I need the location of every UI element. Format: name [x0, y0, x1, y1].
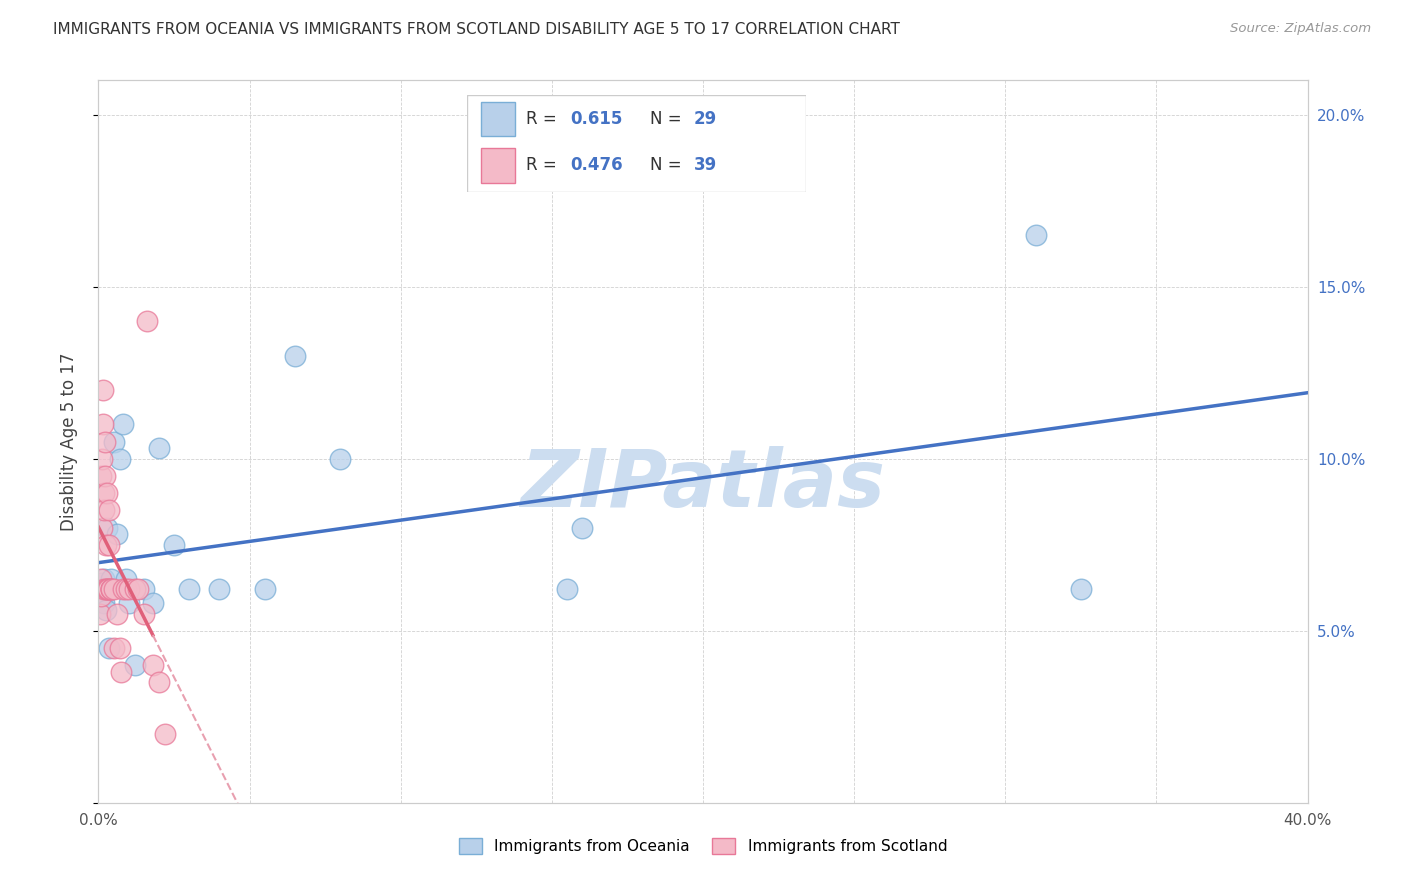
Point [96, 520, 118, 534]
Point [135, 314, 157, 328]
Point [98, 640, 121, 655]
Point [97, 582, 120, 597]
Text: ZIPatlas: ZIPatlas [520, 446, 886, 524]
Point [1024, 228, 1046, 243]
Text: Source: ZipAtlas.com: Source: ZipAtlas.com [1230, 22, 1371, 36]
Point [105, 607, 128, 621]
Point [108, 640, 131, 655]
Point [148, 442, 170, 456]
Point [93, 582, 115, 597]
Point [103, 640, 125, 655]
Point [114, 582, 136, 597]
Point [93, 503, 115, 517]
Point [97, 582, 120, 597]
Point [111, 582, 134, 597]
Point [108, 451, 131, 466]
Point [100, 572, 122, 586]
Point [93, 596, 115, 610]
Point [555, 582, 578, 597]
Point [94, 434, 117, 449]
Point [100, 582, 122, 597]
Point [94, 469, 117, 483]
Point [93, 486, 115, 500]
Point [142, 658, 165, 673]
Point [124, 582, 146, 597]
Point [571, 520, 593, 534]
Point [153, 727, 176, 741]
Point [94, 582, 117, 597]
Point [329, 451, 352, 466]
Point [91, 451, 114, 466]
Point [284, 349, 307, 363]
Point [90, 590, 112, 604]
Point [142, 596, 165, 610]
Point [105, 527, 128, 541]
Point [118, 582, 141, 597]
Point [93, 572, 115, 586]
Point [91, 590, 114, 604]
Point [100, 582, 122, 597]
Point [91, 383, 114, 397]
Point [114, 572, 136, 586]
Point [132, 607, 155, 621]
Point [208, 582, 231, 597]
Point [118, 596, 141, 610]
Point [1070, 582, 1092, 597]
Point [94, 538, 117, 552]
Point [90, 469, 112, 483]
Point [132, 582, 155, 597]
Point [90, 575, 112, 590]
Point [103, 434, 125, 449]
Point [94, 603, 117, 617]
Point [103, 582, 125, 597]
Point [91, 417, 114, 432]
Point [91, 582, 114, 597]
Point [96, 582, 118, 597]
Point [124, 658, 146, 673]
Point [96, 486, 118, 500]
Point [91, 520, 114, 534]
Y-axis label: Disability Age 5 to 17: Disability Age 5 to 17 [59, 352, 77, 531]
Point [127, 582, 149, 597]
Point [111, 417, 134, 432]
Point [253, 582, 276, 597]
Point [90, 572, 112, 586]
Point [98, 503, 121, 517]
Point [110, 665, 132, 679]
Point [148, 675, 170, 690]
Legend: Immigrants from Oceania, Immigrants from Scotland: Immigrants from Oceania, Immigrants from… [453, 832, 953, 860]
Point [100, 582, 122, 597]
Point [179, 582, 201, 597]
Point [89, 607, 111, 621]
Point [163, 538, 186, 552]
Text: IMMIGRANTS FROM OCEANIA VS IMMIGRANTS FROM SCOTLAND DISABILITY AGE 5 TO 17 CORRE: IMMIGRANTS FROM OCEANIA VS IMMIGRANTS FR… [53, 22, 900, 37]
Point [98, 538, 121, 552]
